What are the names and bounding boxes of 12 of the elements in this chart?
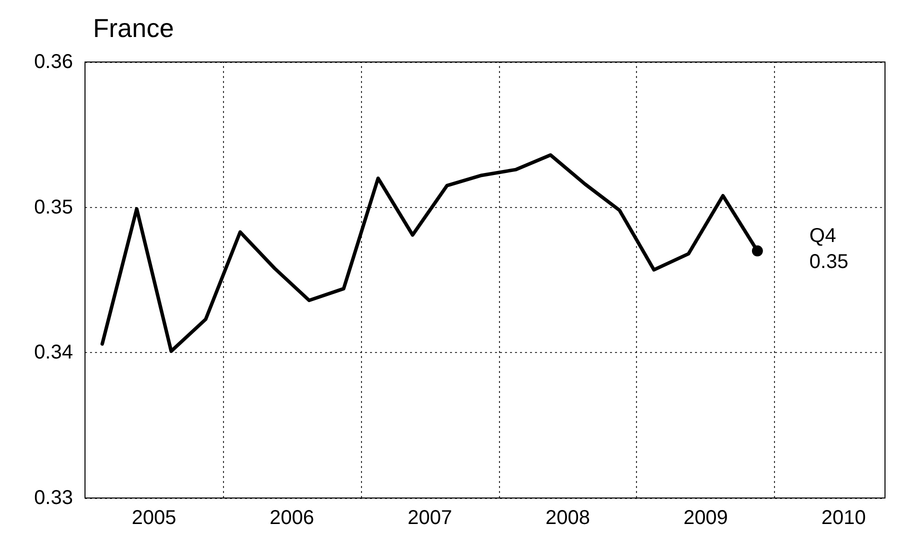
y-tick-label: 0.35 — [34, 196, 73, 218]
x-tick-label: 2008 — [546, 507, 590, 529]
y-tick-label: 0.33 — [34, 487, 73, 509]
x-tick-label: 2005 — [132, 507, 176, 529]
y-tick-label: 0.36 — [34, 51, 73, 73]
x-tick-label: 2006 — [270, 507, 314, 529]
x-tick-label: 2010 — [821, 507, 866, 529]
y-tick-label: 0.34 — [34, 342, 73, 364]
x-tick-label: 2009 — [683, 507, 728, 529]
x-tick-label: 2007 — [408, 507, 452, 529]
chart-title: France — [93, 13, 174, 43]
annotation: Q4 0.35 — [809, 224, 848, 273]
